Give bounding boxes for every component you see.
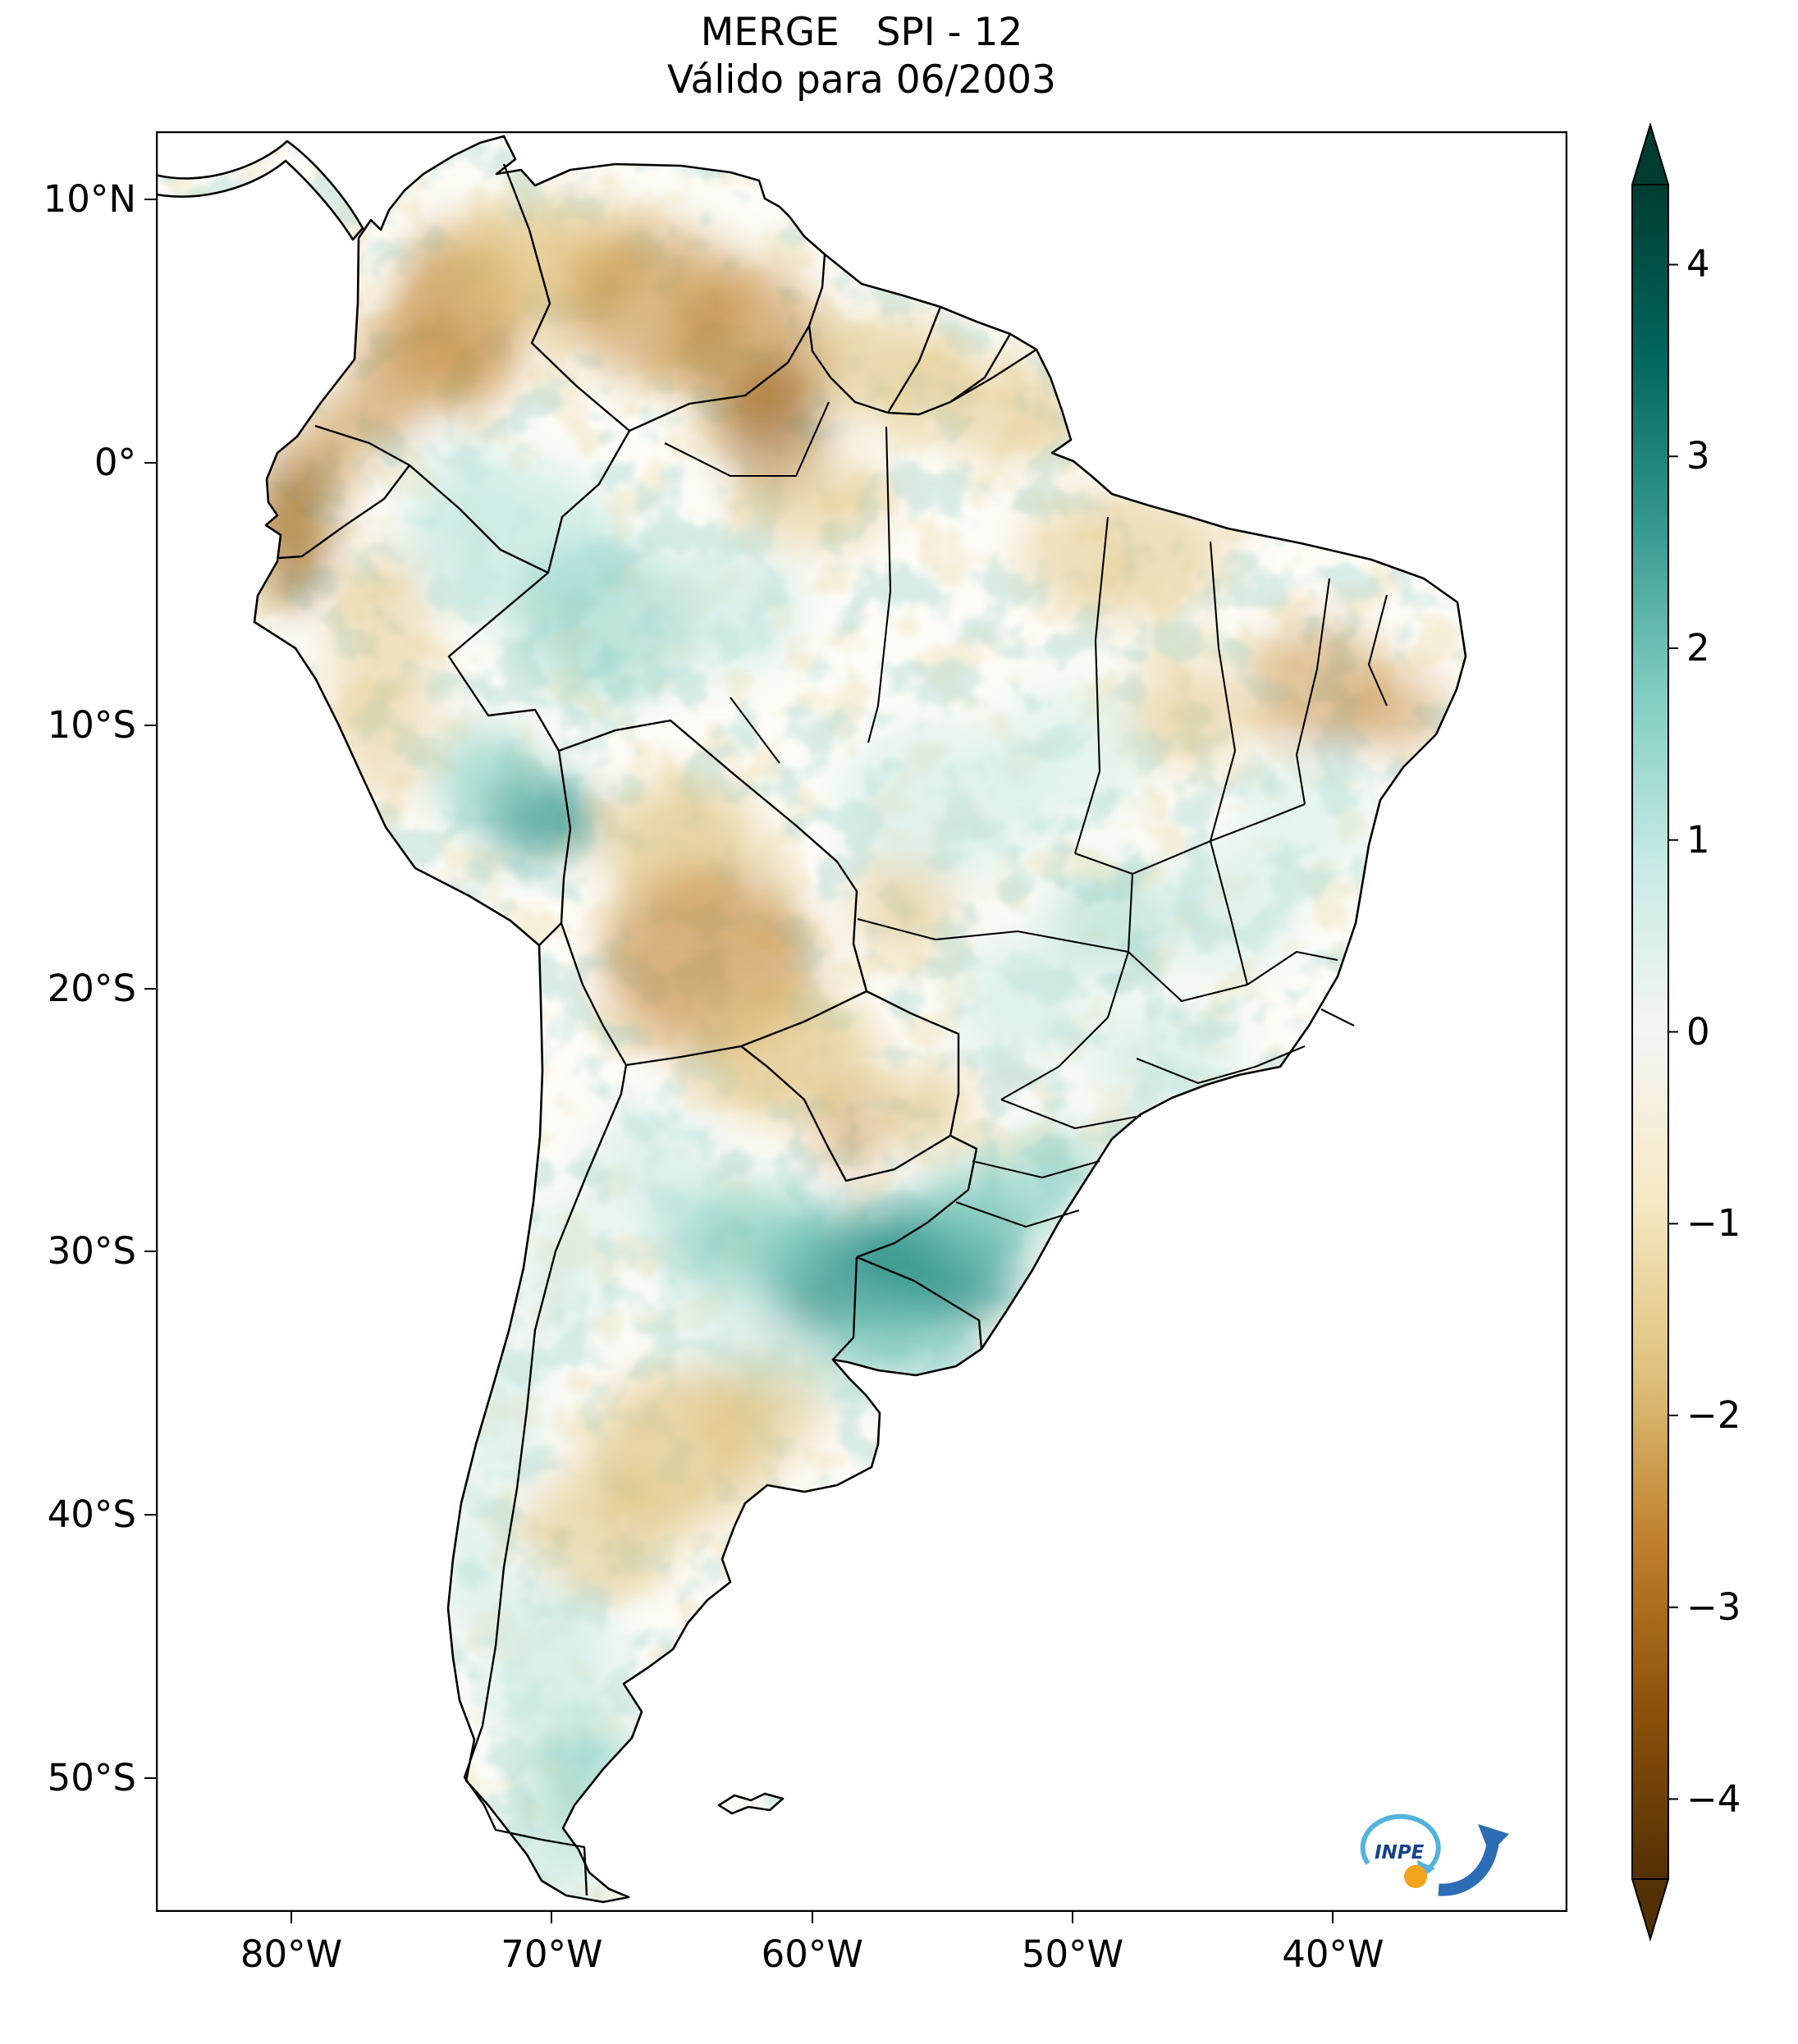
colorbar-tick-label: 0 <box>1686 1009 1710 1054</box>
lat-tick-mark <box>144 1513 156 1516</box>
anomaly-blob <box>643 542 799 674</box>
inpe-arrow-icon <box>1438 1842 1499 1896</box>
colorbar-tick-label: 1 <box>1686 817 1710 862</box>
colorbar-ticks <box>1668 263 1678 1800</box>
state-borders <box>664 401 1389 1228</box>
lon-tick-label: 40°W <box>1282 1932 1384 1976</box>
anomaly-blob <box>525 1461 682 1594</box>
anomaly-blob <box>1046 870 1177 976</box>
colorbar-tick-label: −2 <box>1686 1393 1741 1437</box>
lat-tick-mark <box>144 1776 156 1779</box>
inpe-logo: INPE <box>1360 1813 1509 1896</box>
anomaly-blob <box>1124 660 1256 766</box>
anomaly-blob <box>591 1107 721 1239</box>
coastline <box>156 135 1467 1904</box>
lat-tick-label: 40°S <box>47 1492 136 1536</box>
lat-tick-label: 50°S <box>47 1755 136 1799</box>
lon-tick-label: 70°W <box>501 1932 603 1976</box>
anomaly-blob <box>694 1356 826 1462</box>
anomaly-blob <box>955 935 1086 1068</box>
country-borders <box>278 163 1037 1896</box>
colorbar-under-arrow <box>1631 1878 1670 1942</box>
lat-tick-mark <box>144 725 156 727</box>
lon-tick-mark <box>1072 1912 1074 1923</box>
anomaly-blob <box>525 1199 604 1357</box>
lat-tick-mark <box>144 1251 156 1253</box>
spi-field-layer <box>156 136 1466 1902</box>
colorbar-tick-label: 4 <box>1686 242 1710 286</box>
colorbar-tick-label: 2 <box>1686 625 1710 670</box>
anomaly-blob <box>299 396 362 502</box>
colorbar-tick-label: −3 <box>1686 1584 1741 1629</box>
lat-tick-label: 10°S <box>47 703 136 748</box>
map-frame <box>156 131 1567 1912</box>
anomaly-blob <box>408 436 513 542</box>
lat-tick-label: 30°S <box>47 1229 136 1273</box>
lon-tick-label: 80°W <box>240 1932 343 1976</box>
lon-tick-mark <box>551 1912 553 1923</box>
figure-title: MERGE SPI - 12 <box>700 10 1023 55</box>
anomaly-blob <box>460 1343 539 1502</box>
colorbar-tick-label: −1 <box>1686 1201 1741 1246</box>
anomaly-blob <box>348 318 427 450</box>
inpe-text: INPE <box>1375 1842 1425 1863</box>
anomaly-blob <box>330 542 435 805</box>
anomaly-blob <box>1351 673 1445 752</box>
anomaly-blob <box>434 725 539 831</box>
anomaly-blob <box>1242 752 1372 884</box>
anomaly-blob <box>512 542 695 700</box>
colorbar <box>1631 123 1678 1942</box>
anomaly-blob <box>669 1278 799 1383</box>
anomaly-blob <box>734 455 890 550</box>
anomaly-blob <box>434 1502 513 1634</box>
lat-tick-label: 10°N <box>43 177 136 222</box>
lon-tick-label: 60°W <box>761 1932 863 1976</box>
anomaly-blob <box>929 357 1086 463</box>
figure-subtitle: Válido para 06/2003 <box>667 57 1056 103</box>
anomaly-blob <box>1020 489 1229 621</box>
lat-tick-label: 20°S <box>47 966 136 1010</box>
lon-tick-mark <box>291 1912 293 1923</box>
lat-tick-label: 0° <box>94 440 136 484</box>
inpe-arrowhead-icon <box>1478 1824 1509 1854</box>
colorbar-over-arrow <box>1631 123 1670 185</box>
anomaly-blob <box>812 1094 890 1173</box>
lon-tick-mark <box>1332 1912 1334 1923</box>
lon-tick-mark <box>811 1912 813 1923</box>
anomaly-blob <box>474 1830 604 1902</box>
lon-tick-label: 50°W <box>1021 1932 1124 1976</box>
colorbar-gradient <box>1631 184 1669 1880</box>
map-canvas: INPE <box>156 131 1567 1912</box>
anomaly-blob <box>1085 1002 1242 1108</box>
lat-tick-mark <box>144 461 156 464</box>
lat-tick-mark <box>144 199 156 201</box>
anomaly-blob <box>487 1580 617 1765</box>
anomaly-blob <box>838 725 1047 884</box>
inpe-dot <box>1404 1865 1427 1888</box>
inpe-orbit-icon <box>1360 1813 1441 1876</box>
anomaly-blob <box>887 1064 972 1150</box>
anomaly-blob <box>994 686 1151 818</box>
colorbar-tick-label: 3 <box>1686 434 1710 478</box>
lat-tick-mark <box>144 987 156 990</box>
anomaly-blob <box>851 857 956 963</box>
anomaly-blob <box>694 989 878 1121</box>
colorbar-tick-label: −4 <box>1686 1776 1741 1821</box>
